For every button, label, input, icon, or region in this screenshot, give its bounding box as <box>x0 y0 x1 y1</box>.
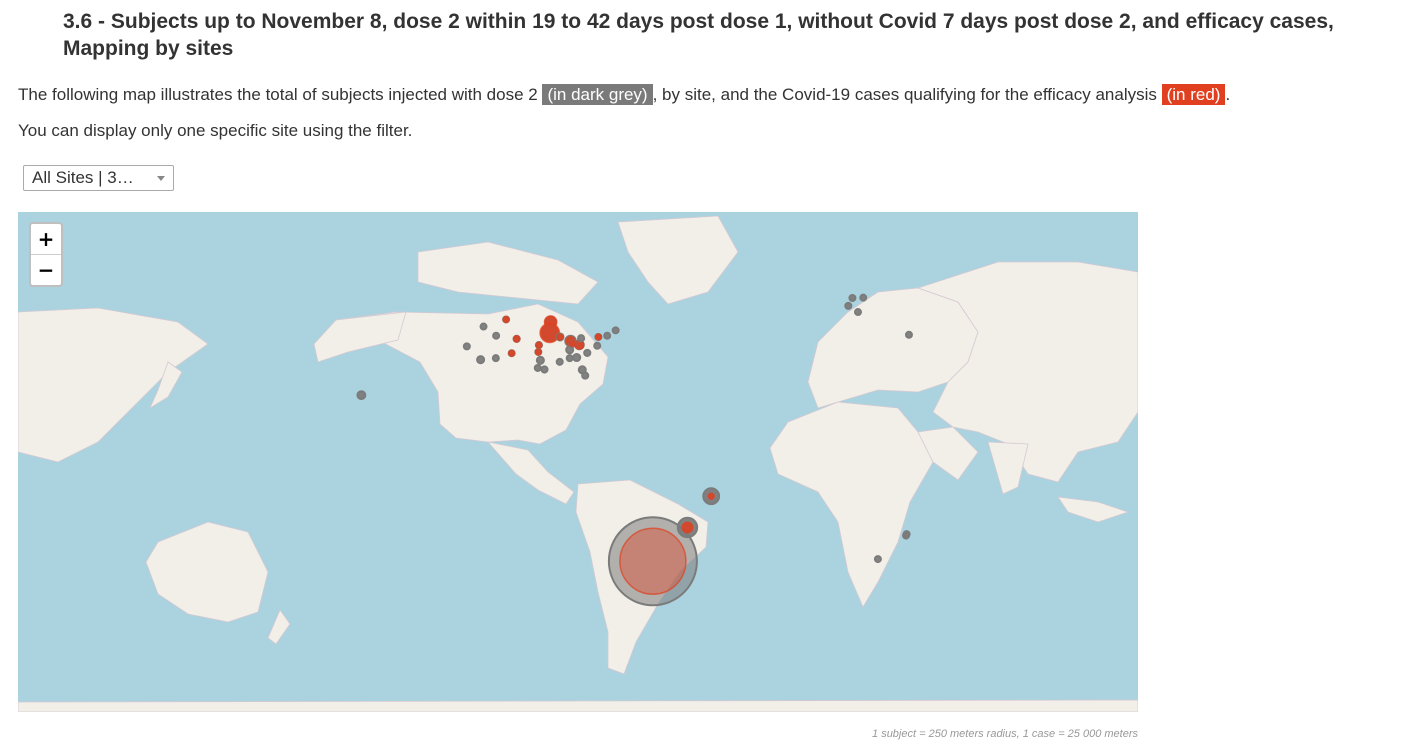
site-subjects-marker[interactable] <box>593 341 602 350</box>
map-description: The following map illustrates the total … <box>18 83 1418 107</box>
site-subjects-marker[interactable] <box>581 371 590 380</box>
site-subjects-marker[interactable] <box>479 322 488 331</box>
site-subjects-marker[interactable] <box>535 355 545 365</box>
site-subjects-marker[interactable] <box>853 308 862 317</box>
zoom-in-button[interactable]: + <box>31 224 61 255</box>
cases-color-badge: (in red) <box>1161 84 1226 105</box>
site-subjects-marker[interactable] <box>902 530 911 539</box>
land-indonesia <box>1057 496 1130 523</box>
land-alaska <box>313 311 407 363</box>
site-cases-marker[interactable] <box>594 333 603 341</box>
site-subjects-marker[interactable] <box>476 355 486 365</box>
land-new-zealand <box>267 609 291 645</box>
filter-instructions: You can display only one specific site u… <box>18 121 413 140</box>
intro-text-part2: , by site, and the Covid-19 cases qualif… <box>652 85 1162 104</box>
site-cases-marker[interactable] <box>568 339 577 348</box>
land-antarctica <box>18 699 1138 712</box>
land-arabia-india <box>917 426 1029 495</box>
zoom-out-button[interactable]: − <box>37 258 55 282</box>
intro-text-part1: The following map illustrates the total … <box>18 85 543 104</box>
site-subjects-marker[interactable] <box>603 331 612 340</box>
map-canvas[interactable] <box>18 212 1138 712</box>
site-filter-dropdown[interactable]: All Sites | 3… <box>23 165 174 191</box>
zoom-control: + − <box>29 222 63 287</box>
site-subjects-marker[interactable] <box>492 331 501 340</box>
site-subjects-marker[interactable] <box>577 334 586 343</box>
site-filter-selected-value: All Sites | 3… <box>32 168 134 187</box>
site-subjects-marker[interactable] <box>904 330 913 339</box>
subjects-color-badge: (in dark grey) <box>542 84 653 105</box>
intro-text-part3: . <box>1225 85 1231 104</box>
page-title: 3.6 - Subjects up to November 8, dose 2 … <box>63 10 1334 60</box>
site-cases-marker[interactable] <box>502 315 510 324</box>
land-japan <box>149 361 183 410</box>
site-cases-marker[interactable] <box>512 335 521 343</box>
site-subjects-marker[interactable] <box>491 354 500 363</box>
site-cases-marker[interactable] <box>619 527 687 595</box>
site-cases-marker[interactable] <box>556 333 564 341</box>
site-subjects-marker[interactable] <box>611 326 620 335</box>
land-central-america <box>486 441 575 505</box>
sites-map[interactable]: + − <box>18 212 1138 712</box>
map-scale-caption: 1 subject = 250 meters radius, 1 case = … <box>872 728 1138 740</box>
land-canadian-arctic <box>417 241 599 305</box>
land-layer <box>18 215 1138 712</box>
site-subjects-marker[interactable] <box>565 354 574 363</box>
site-subjects-marker[interactable] <box>583 348 592 357</box>
site-cases-marker[interactable] <box>507 349 516 357</box>
site-subjects-marker[interactable] <box>356 390 367 401</box>
site-subjects-marker[interactable] <box>533 363 542 372</box>
site-markers-layer <box>356 293 913 607</box>
site-subjects-marker[interactable] <box>462 342 471 351</box>
site-subjects-marker[interactable] <box>555 357 564 366</box>
site-subjects-marker[interactable] <box>859 293 868 302</box>
site-subjects-marker[interactable] <box>844 301 853 310</box>
site-cases-marker[interactable] <box>707 492 715 500</box>
chevron-down-icon <box>157 176 165 181</box>
site-subjects-marker[interactable] <box>848 293 857 302</box>
land-greenland <box>617 215 739 305</box>
land-africa <box>769 401 934 608</box>
site-subjects-marker[interactable] <box>607 516 698 607</box>
land-east-asia-left <box>18 307 209 463</box>
site-subjects-marker[interactable] <box>540 365 549 374</box>
site-cases-marker[interactable] <box>534 348 543 356</box>
site-subjects-marker[interactable] <box>572 353 582 363</box>
site-cases-marker[interactable] <box>535 341 543 349</box>
site-subjects-marker[interactable] <box>873 555 882 564</box>
site-cases-marker[interactable] <box>681 521 694 534</box>
land-australia <box>145 521 269 623</box>
